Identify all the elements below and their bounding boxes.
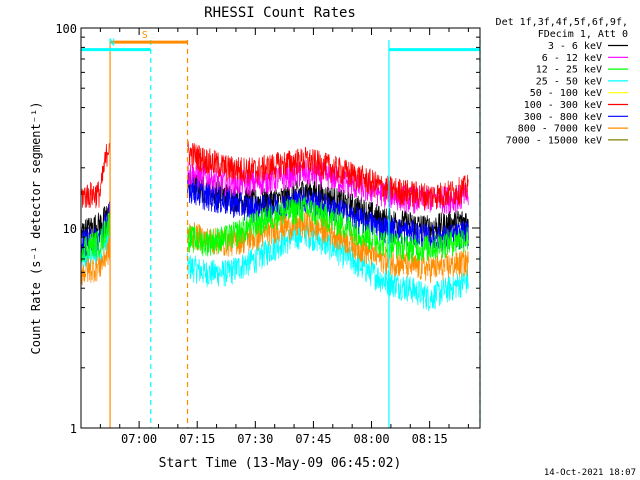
legend-entry-label: 7000 - 15000 keV [506,135,602,146]
x-tick-label: 07:15 [179,432,215,446]
legend: Det 1f,3f,4f,5f,6f,9f,FDecim 1, Att 03 -… [496,17,628,146]
series-layer [80,139,469,312]
legend-entry-label: 800 - 7000 keV [518,124,602,135]
x-tick-label: 08:00 [353,432,389,446]
legend-entry-label: 100 - 300 keV [524,100,602,111]
series-12-25-kev [80,196,469,263]
y-tick-label: 1 [70,422,77,436]
series-100-300-kev [80,139,469,211]
x-tick-label: 07:45 [295,432,331,446]
y-tick-label: 100 [55,22,77,36]
x-tick-label: 07:30 [237,432,273,446]
series-trace [80,139,469,211]
legend-header-line: FDecim 1, Att 0 [538,29,628,40]
legend-entry-label: 3 - 6 keV [548,41,602,52]
y-axis-label: Count Rate (s⁻¹ detector segment⁻¹) [29,102,43,355]
legend-entry-label: 300 - 800 keV [524,112,602,123]
legend-entry-label: 25 - 50 keV [536,76,602,87]
x-axis-label: Start Time (13-May-09 06:45:02) [159,456,402,471]
footer-timestamp: 14-Oct-2021 18:07 [544,468,636,478]
chart-title: RHESSI Count Rates [204,5,356,21]
x-tick-label: 08:15 [412,432,448,446]
axes-layer: 07:00 07:15 07:30 07:45 08:00 08:15 1 10 100 [55,22,480,446]
legend-header-line: Det 1f,3f,4f,5f,6f,9f, [496,17,628,28]
legend-entry-label: 12 - 25 keV [536,65,602,76]
x-tick-label: 07:00 [121,432,157,446]
series-trace [80,196,469,263]
attenuator-bar-label: S [142,30,148,41]
legend-entry-label: 6 - 12 keV [542,53,602,64]
y-tick-label: 10 [63,222,77,236]
attenuator-bar-label: N [109,38,115,49]
legend-entry-label: 50 - 100 keV [530,88,602,99]
